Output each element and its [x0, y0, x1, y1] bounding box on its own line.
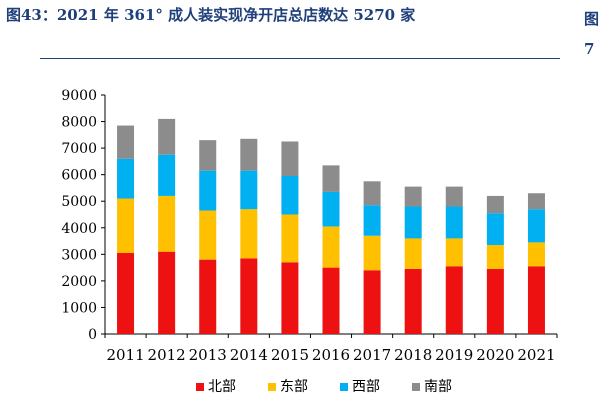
bar-segment-2011-南部	[117, 125, 135, 159]
bar-segment-2014-北部	[240, 258, 258, 334]
y-tick-label: 5000	[61, 194, 97, 210]
y-tick-label: 9000	[61, 88, 97, 104]
bar-segment-2019-北部	[445, 266, 463, 334]
bar-segment-2016-北部	[322, 267, 340, 334]
bar-segment-2018-南部	[404, 186, 422, 207]
y-tick-label: 8000	[61, 115, 97, 131]
y-tick-label: 0	[88, 327, 97, 343]
bar-segment-2019-东部	[445, 238, 463, 267]
bar-segment-2021-东部	[527, 242, 545, 267]
legend-label-西部: 西部	[352, 379, 380, 395]
x-tick-label: 2021	[517, 346, 555, 364]
y-tick-label: 6000	[61, 168, 97, 184]
legend-label-东部: 东部	[280, 379, 308, 395]
x-tick-label: 2014	[230, 346, 268, 364]
y-tick-label: 1000	[61, 300, 97, 316]
x-tick-label: 2018	[394, 346, 432, 364]
bar-segment-2018-东部	[404, 238, 422, 269]
title-underline	[40, 58, 560, 59]
bar-segment-2013-南部	[199, 140, 217, 171]
cropped-neighbor-title: 图 7	[584, 4, 600, 64]
bar-segment-2017-南部	[363, 181, 381, 206]
x-tick-label: 2012	[148, 346, 186, 364]
legend-swatch-东部	[268, 383, 276, 391]
legend-label-南部: 南部	[424, 379, 452, 395]
x-tick-label: 2020	[476, 346, 514, 364]
bar-segment-2012-北部	[158, 251, 176, 334]
chart-legend: 北部 东部 西部 南部	[196, 379, 452, 395]
legend-swatch-西部	[340, 383, 348, 391]
bar-segment-2020-南部	[486, 195, 504, 214]
cropped-neighbor-title-bottom: 7	[584, 40, 595, 58]
bar-segment-2021-西部	[527, 209, 545, 243]
bar-segment-2016-西部	[322, 191, 340, 227]
bar-segment-2015-西部	[281, 175, 299, 215]
bar-segment-2013-东部	[199, 210, 217, 260]
x-tick-label: 2016	[312, 346, 350, 364]
bar-segment-2021-北部	[527, 266, 545, 334]
chart-axes: 0 1000 2000 3000 4000 5000 6000 7000 8000 9000	[61, 88, 558, 343]
bar-segment-2017-北部	[363, 270, 381, 334]
bar-segment-2015-北部	[281, 262, 299, 334]
y-tick-label: 4000	[61, 221, 97, 237]
bar-segment-2013-北部	[199, 259, 217, 334]
bar-segment-2017-东部	[363, 235, 381, 271]
y-tick-label: 3000	[61, 247, 97, 263]
chart-bars	[117, 118, 545, 334]
x-tick-label: 2017	[353, 346, 391, 364]
cropped-neighbor-title-top: 图	[584, 10, 600, 28]
x-tick-label: 2015	[271, 346, 309, 364]
bar-segment-2011-东部	[117, 198, 135, 254]
x-tick-label: 2011	[106, 346, 144, 364]
bar-segment-2012-南部	[158, 118, 176, 155]
legend-swatch-北部	[196, 383, 204, 391]
bar-segment-2011-西部	[117, 158, 135, 199]
bar-segment-2014-东部	[240, 209, 258, 259]
bar-segment-2020-东部	[486, 245, 504, 269]
bar-segment-2020-西部	[486, 213, 504, 246]
bar-segment-2011-北部	[117, 253, 135, 334]
figure-title: 图43：2021 年 361° 成人装实现净开店总店数达 5270 家	[6, 6, 416, 24]
bar-segment-2012-东部	[158, 195, 176, 252]
bar-segment-2015-南部	[281, 141, 299, 176]
x-tick-label: 2019	[435, 346, 473, 364]
y-tick-label: 2000	[61, 274, 97, 290]
bar-segment-2013-西部	[199, 170, 217, 211]
bar-segment-2015-东部	[281, 214, 299, 263]
bar-segment-2016-东部	[322, 226, 340, 268]
legend-swatch-南部	[412, 383, 420, 391]
bar-segment-2017-西部	[363, 205, 381, 236]
y-tick-label: 7000	[61, 141, 97, 157]
bar-segment-2018-北部	[404, 268, 422, 334]
bar-segment-2020-北部	[486, 268, 504, 334]
legend-label-北部: 北部	[208, 379, 236, 395]
bar-segment-2014-西部	[240, 170, 258, 210]
bar-segment-2012-西部	[158, 154, 176, 196]
bar-segment-2014-南部	[240, 138, 258, 171]
x-axis-labels: 2011 2012 2013 2014 2015 2016 2017 2018 2019 2020…	[106, 346, 555, 364]
bar-segment-2019-南部	[445, 186, 463, 207]
bar-segment-2019-西部	[445, 206, 463, 239]
bar-segment-2016-南部	[322, 165, 340, 192]
x-tick-label: 2013	[189, 346, 227, 364]
bar-segment-2018-西部	[404, 206, 422, 239]
bar-segment-2021-南部	[527, 193, 545, 210]
